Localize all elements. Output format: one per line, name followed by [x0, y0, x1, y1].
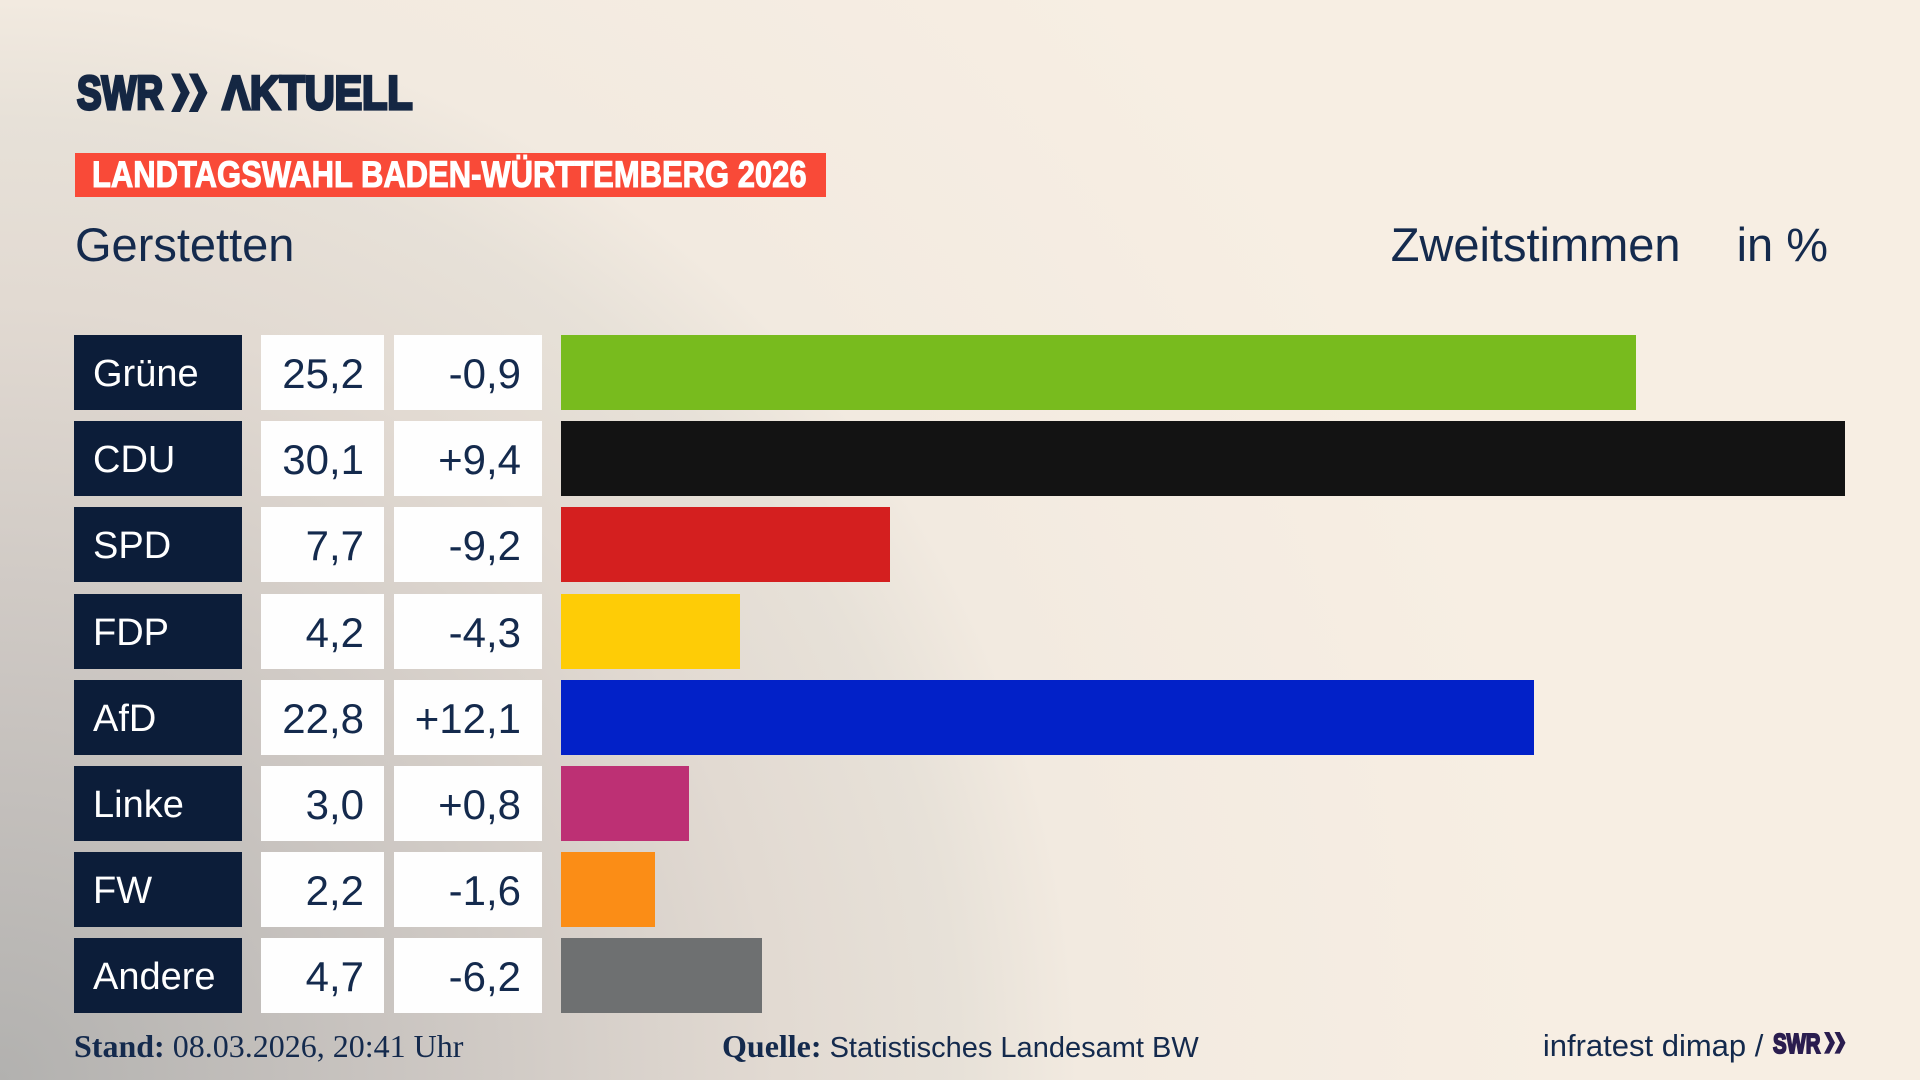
svg-text:SWR: SWR — [1773, 1032, 1821, 1059]
svg-text:SWR: SWR — [77, 67, 163, 120]
svg-text:ΛKTUELL: ΛKTUELL — [223, 67, 413, 120]
